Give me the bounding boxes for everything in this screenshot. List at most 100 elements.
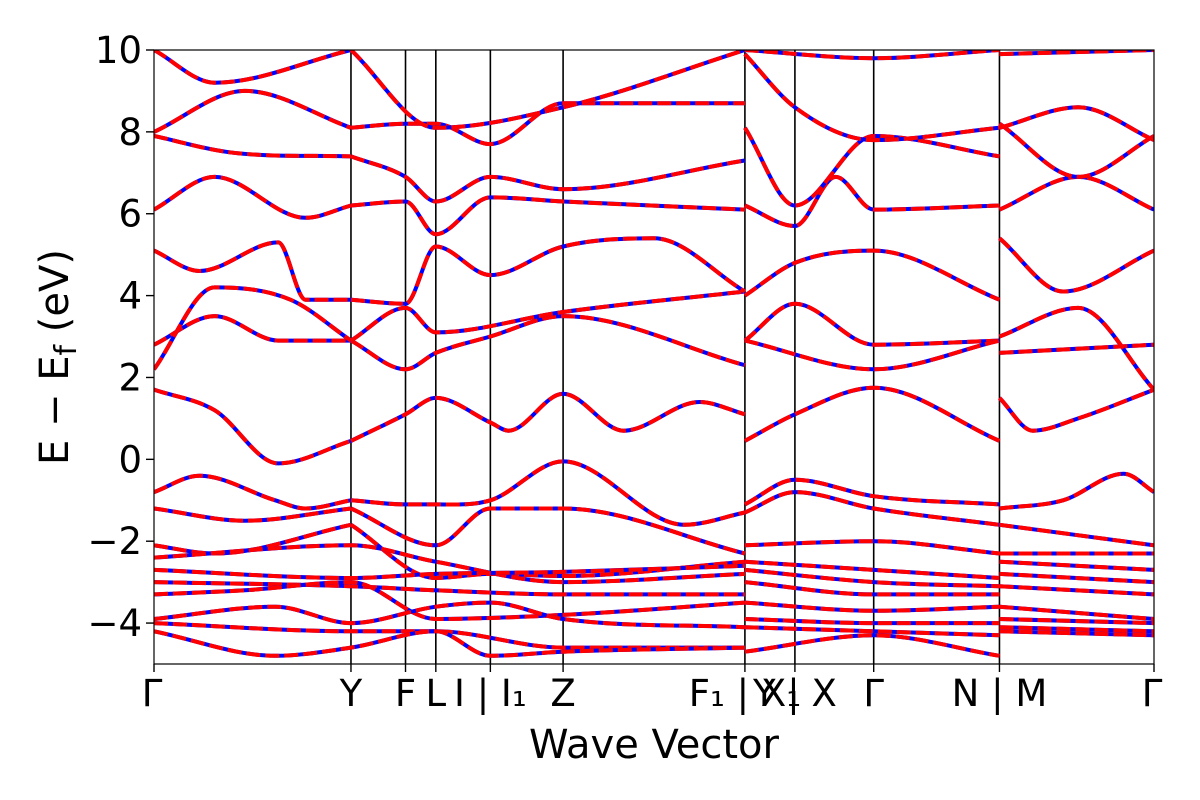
y-axis-title-unit: (eV) [32,249,78,345]
band-line-red-dashed [350,236,746,306]
band-line-blue [350,391,746,443]
band-line-red-dashed [999,559,1154,572]
x-tick-label: Z [550,672,575,715]
band-line-red-dashed [744,539,1000,556]
band-line-red-dashed [154,473,352,511]
y-axis-title: E − Ef (eV) [32,249,84,465]
band-line-red-dashed [998,236,1154,294]
band-line-blue [998,105,1154,142]
band-line-blue [154,174,352,220]
band-lines [154,50,1154,658]
high-symmetry-lines [350,50,1001,664]
band-line-red-dashed [154,134,352,159]
band-line-red-dashed [744,600,1000,613]
x-tick-label: I | I₁ [454,672,527,715]
band-line-red-dashed [999,617,1154,626]
band-line-red-dashed [744,625,1000,638]
band-line-red-dashed [744,50,1000,61]
band-line-blue [350,459,746,527]
band-line-blue [154,88,352,134]
band-line-red-dashed [998,105,1154,142]
band-line-red-dashed [350,391,746,443]
band-line-red-dashed [154,522,352,556]
band-line-red-dashed [744,174,1000,229]
y-tick-label: 0 [118,438,142,481]
band-line-blue [743,385,1001,443]
y-tick-label: 4 [118,275,142,318]
plot-frame [153,49,1155,665]
band-line-red-dashed [350,154,746,204]
x-tick-label: L [426,672,447,715]
band-line-red-dashed [154,580,746,622]
band-line-red-dashed [349,50,746,130]
band-line-red-dashed [743,126,1000,208]
band-line-blue [154,629,745,658]
band-line-red-dashed [154,285,353,371]
band-line-red-dashed [350,195,745,237]
band-line-blue [998,174,1154,212]
band-line-red-dashed [743,301,1000,347]
y-tick-label: 10 [95,29,142,72]
band-line-red-dashed [999,571,1154,585]
band-line-red-dashed [154,387,352,466]
band-line-red-dashed [744,490,1000,527]
band-line-red-dashed [999,471,1154,511]
band-line-red-dashed [154,174,352,220]
band-line-blue [349,523,746,581]
y-tick-label: 2 [118,356,142,399]
band-line-blue [350,506,746,556]
band-line-red-dashed [744,567,1000,589]
x-tick-label: Y | X [752,672,837,715]
band-line-red-dashed [154,543,745,585]
band-line-red-dashed [154,88,352,134]
band-line-red-dashed [998,174,1154,212]
band-line-red-dashed [743,248,1001,302]
band-line-blue [744,174,1000,229]
band-line-red-dashed [744,559,1000,580]
band-line-red-dashed [998,122,1154,179]
band-line-red-dashed [744,633,1000,658]
y-tick-label: −4 [87,602,142,645]
band-line-red-dashed [744,338,1000,372]
band-line-red-dashed [999,604,1154,621]
y-tick-label: 6 [118,193,142,236]
band-line-red-dashed [154,600,745,630]
band-line-blue [743,248,1001,302]
band-line-red-dashed [999,629,1154,638]
band-line-red-dashed [154,563,745,581]
x-axis-title: Wave Vector [529,722,780,768]
band-line-red-dashed [743,52,1000,143]
band-line-red-dashed [350,314,746,372]
x-tick-label: Y [339,672,363,715]
x-tick-label: F₁ | X₁ [689,672,801,715]
y-tick-label: −2 [87,520,142,563]
band-line-red-dashed [154,621,745,650]
band-line-red-dashed [744,580,1000,597]
x-tick-label: N | M [952,672,1048,715]
band-line-red-dashed [998,387,1154,433]
band-line-red-dashed [349,289,746,343]
band-line-red-dashed [999,625,1154,634]
x-tick-label: Γ [142,672,163,715]
band-line-red-dashed [999,342,1154,355]
band-line-red-dashed [154,314,351,347]
y-axis-title-subscript: f [49,343,84,355]
band-line-red-dashed [154,506,352,523]
band-line-red-dashed [743,477,1000,507]
y-tick-label: 8 [118,111,142,154]
band-line-red-dashed [743,385,1001,443]
band-line-blue [743,301,1000,347]
band-line-red-dashed [154,240,351,302]
x-tick-label: Γ [1142,672,1163,715]
x-tick-label: Γ [863,672,884,715]
band-line-red-dashed [154,629,745,658]
y-axis-ticks: −4 −2 0 2 4 6 8 10 [87,29,154,645]
band-line-red-dashed [154,580,745,597]
band-line-red-dashed [154,50,352,85]
band-line-red-dashed [999,522,1154,548]
band-line-blue [154,580,746,622]
band-line-blue [999,471,1154,511]
band-line-red-dashed [350,459,746,527]
